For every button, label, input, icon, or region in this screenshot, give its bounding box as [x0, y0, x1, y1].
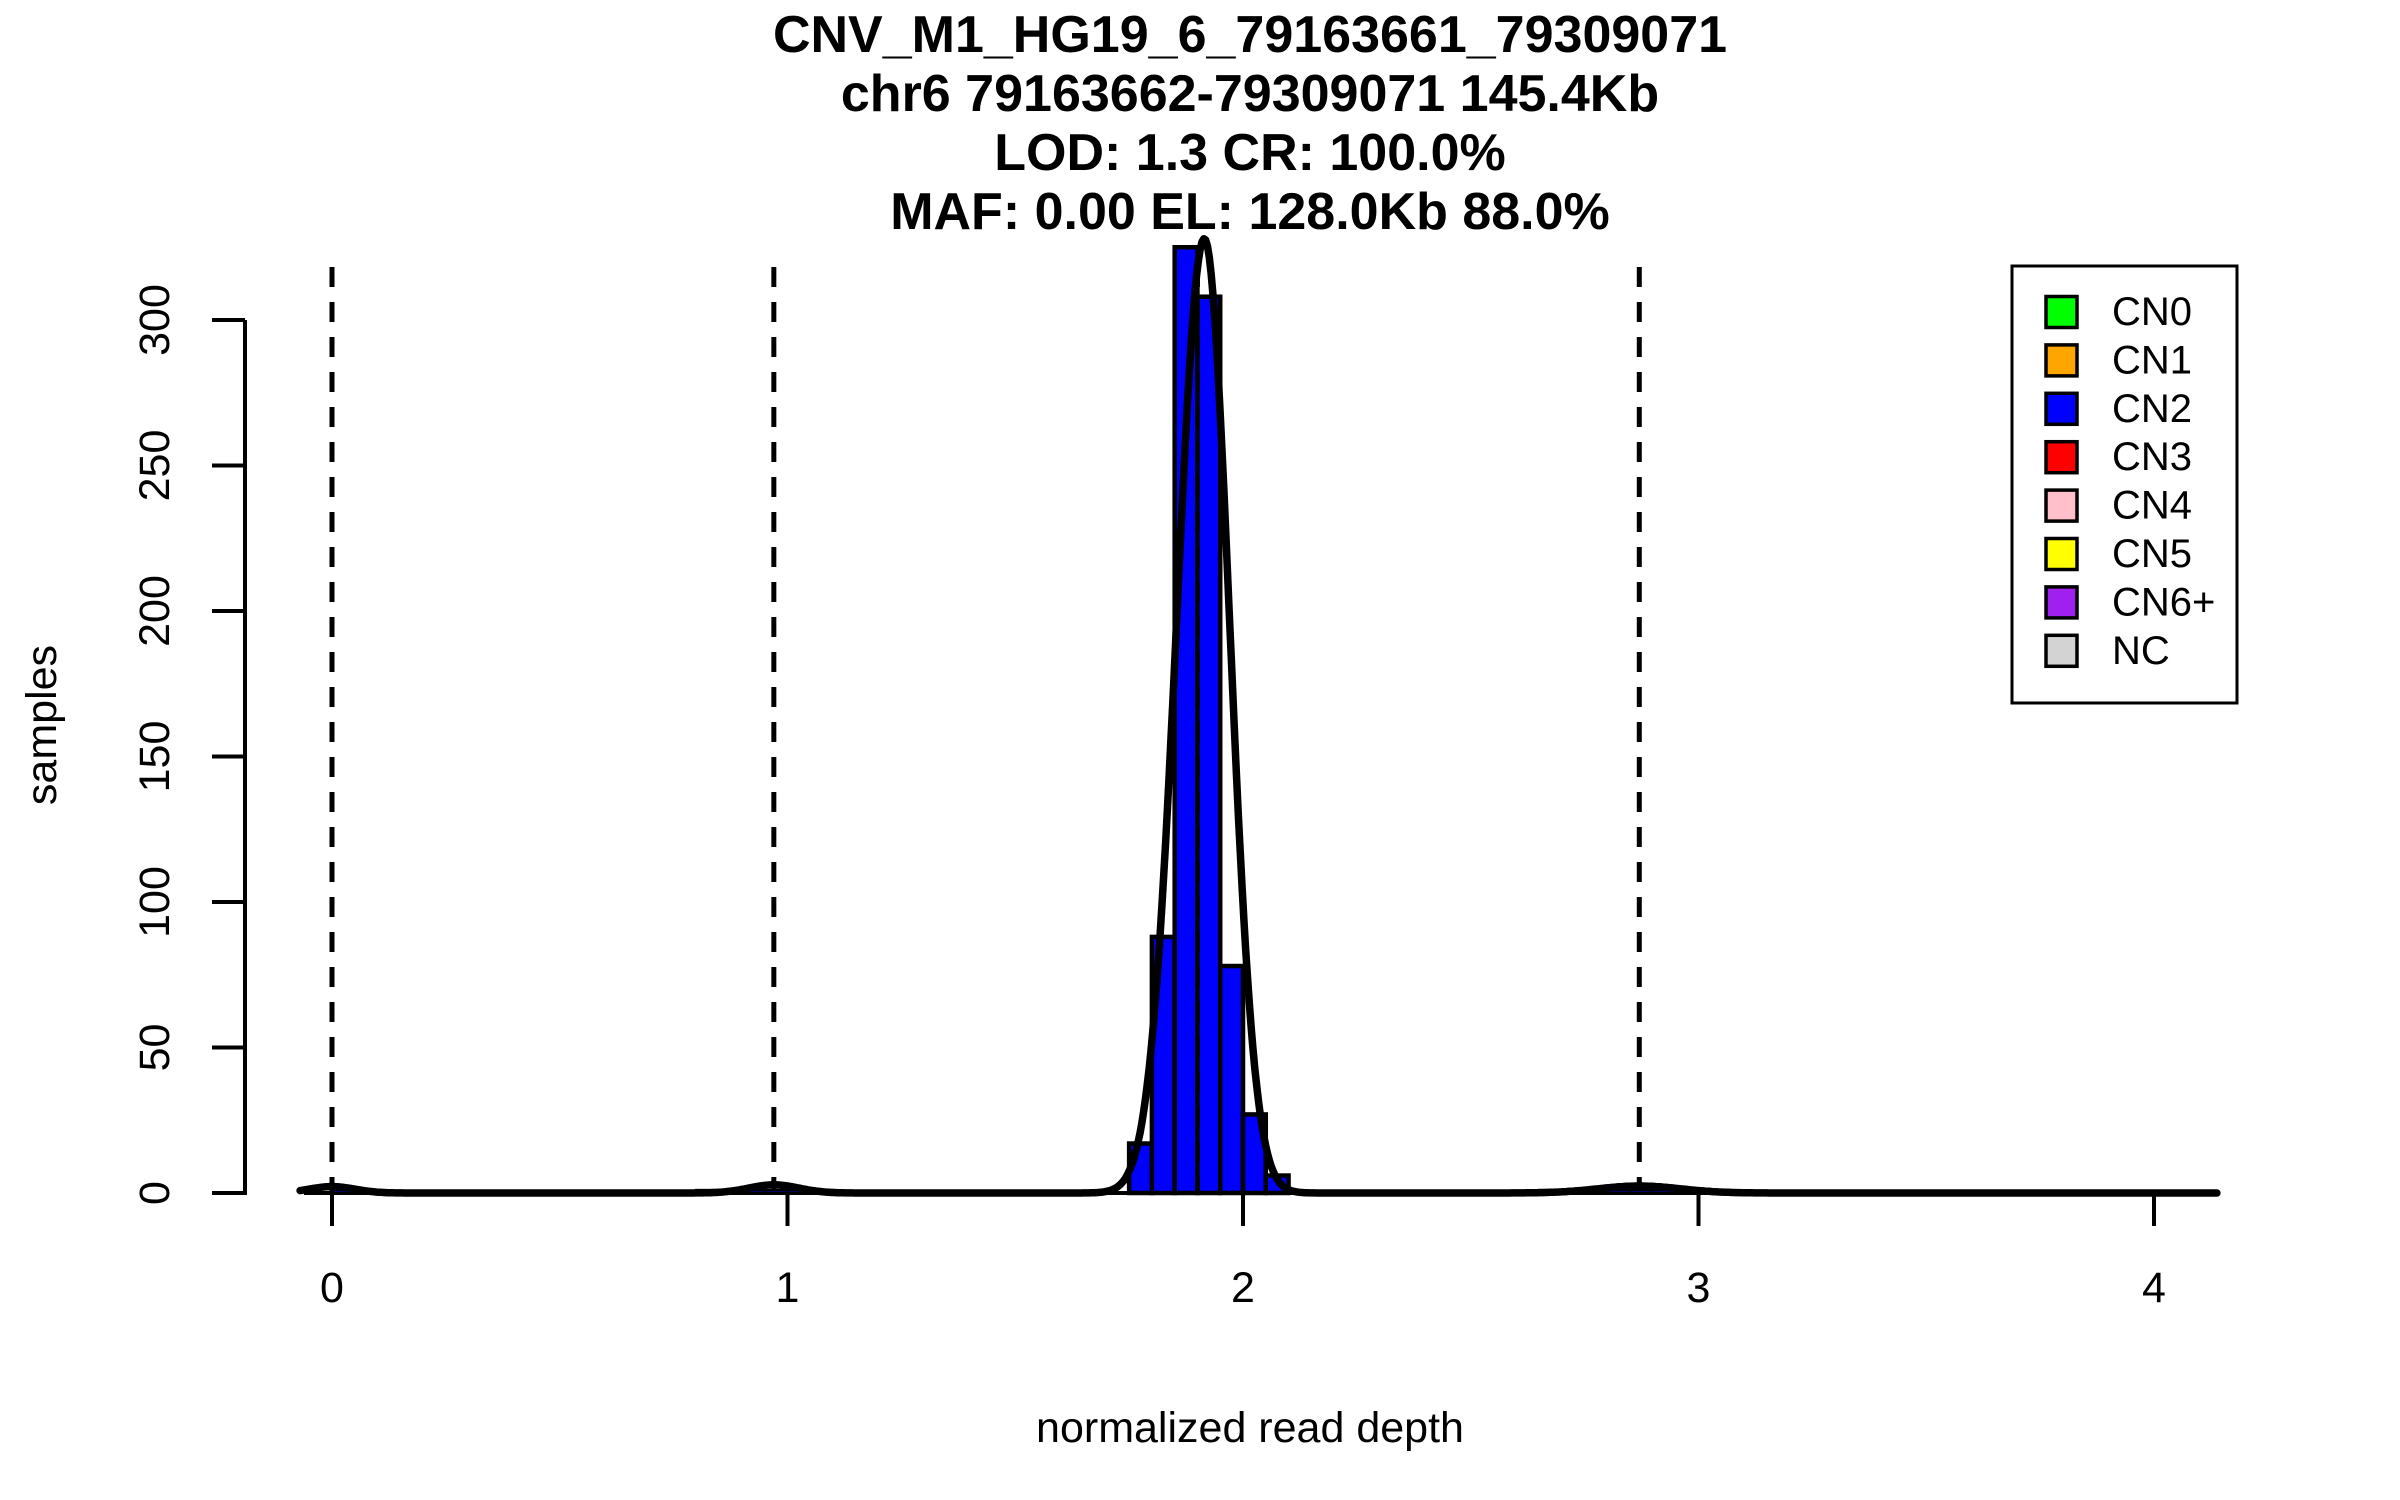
chart-title-line-2: chr6 79163662-79309071 145.4Kb: [840, 65, 1660, 123]
x-tick-label: 1: [776, 1264, 800, 1312]
legend-swatch: [2044, 343, 2079, 378]
chart-title-line-3: LOD: 1.3 CR: 100.0%: [994, 124, 1506, 182]
y-tick-label: 300: [131, 284, 179, 356]
x-tick-label: 3: [1687, 1264, 1711, 1312]
legend-swatch: [2044, 439, 2079, 475]
chart-title-line-1: CNV_M1_HG19_6_79163661_79309071: [772, 6, 1728, 64]
legend-label: CN2: [2112, 387, 2192, 431]
legend-item-nc: NC: [2044, 629, 2170, 673]
y-tick-label: 50: [131, 1024, 179, 1072]
x-axis-title: normalized read depth: [1036, 1404, 1464, 1452]
y-axis: 0 50 100 150 200 250 300: [131, 284, 247, 1205]
legend-item-cn1: CN1: [2044, 338, 2192, 382]
histogram-bars: [330, 245, 1723, 1196]
legend-swatch: [2044, 294, 2079, 330]
legend-label: CN3: [2112, 435, 2192, 479]
x-tick-label: 4: [2142, 1264, 2166, 1312]
legend-item-cn2: CN2: [2044, 387, 2192, 431]
histogram-bar: [1217, 963, 1246, 1196]
legend-swatch: [2044, 585, 2079, 620]
legend-swatch: [2044, 536, 2079, 572]
legend-swatch: [2044, 391, 2079, 427]
legend-item-cn0: CN0: [2044, 290, 2192, 334]
chart-title-line-4: MAF: 0.00 EL: 128.0Kb 88.0%: [890, 183, 1610, 241]
legend-swatch: [2044, 488, 2079, 523]
legend-item-cn4: CN4: [2044, 484, 2192, 528]
y-tick-label: 0: [131, 1181, 179, 1205]
legend-label: CN4: [2112, 484, 2192, 528]
chart-title: CNV_M1_HG19_6_79163661_79309071 chr6 791…: [100, 6, 2400, 242]
y-axis-title: samples: [18, 644, 66, 806]
legend-label: NC: [2112, 629, 2170, 673]
legend-item-cn6plus: CN6+: [2044, 580, 2215, 624]
y-tick-label: 250: [131, 430, 179, 502]
legend-label: CN1: [2112, 338, 2192, 382]
legend-label: CN5: [2112, 532, 2192, 576]
x-tick-label: 0: [320, 1264, 344, 1312]
legend-box: [2010, 264, 2239, 705]
x-axis: 0 1 2 3 4: [304, 1191, 2216, 1312]
y-tick-label: 150: [131, 721, 179, 793]
y-tick-label: 200: [131, 575, 179, 647]
legend-item-cn5: CN5: [2044, 532, 2192, 576]
histogram-bar: [1195, 294, 1223, 1196]
legend-label: CN0: [2112, 290, 2192, 334]
legend-swatch: [2044, 633, 2079, 669]
x-tick-label: 2: [1231, 1264, 1255, 1312]
density-curve: [296, 234, 2221, 1197]
legend-item-cn3: CN3: [2044, 435, 2192, 479]
cn-dashed-lines: [329, 267, 1642, 1191]
y-tick-label: 100: [131, 866, 179, 938]
legend-label: CN6+: [2112, 580, 2215, 624]
